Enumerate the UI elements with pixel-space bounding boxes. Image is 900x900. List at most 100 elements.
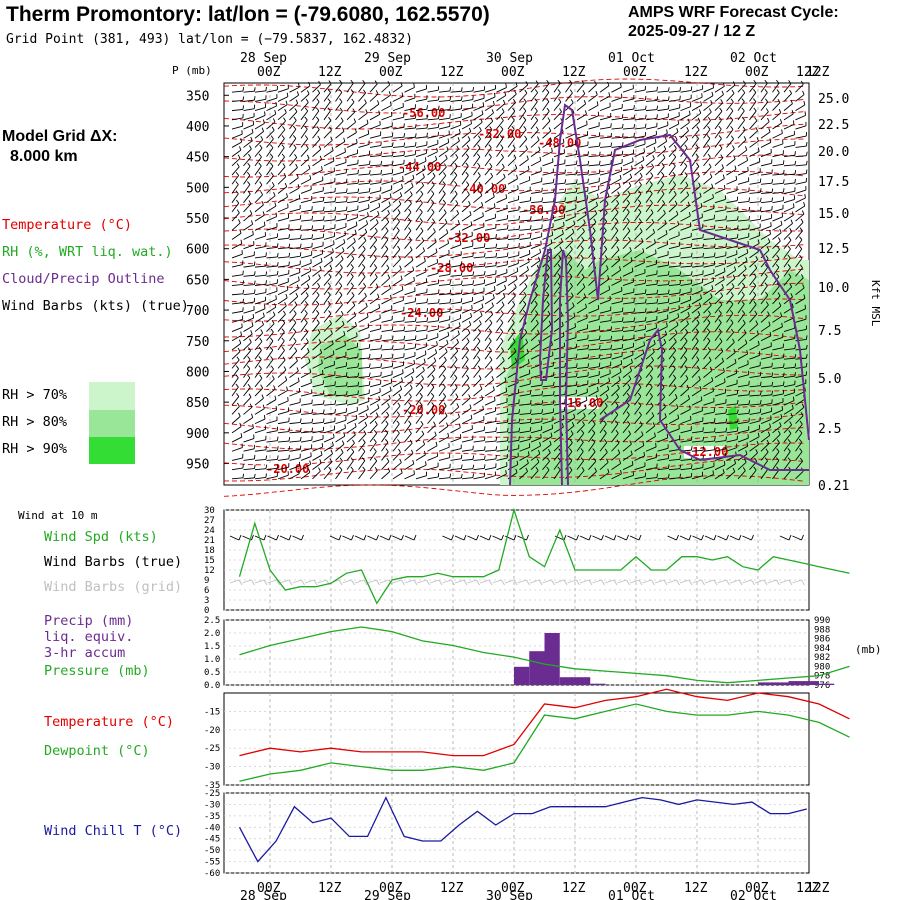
barb-flag-885-28 (562, 415, 565, 420)
barb-510-24 (507, 188, 519, 194)
barb-flag-405-16 (426, 123, 429, 129)
barb-flag-390-49 (804, 111, 807, 116)
barb-510-36 (645, 184, 653, 194)
barb-765-12 (369, 348, 381, 351)
barb-795-10 (346, 366, 358, 369)
barb-555-41 (703, 218, 715, 222)
barb-flag-960-28 (557, 457, 561, 462)
barb-flag-960-15 (412, 459, 415, 464)
barb-795-36 (645, 360, 654, 369)
barb-360-3 (266, 97, 278, 102)
barb-465-6 (300, 158, 310, 167)
barb-750-2 (254, 332, 264, 342)
wb-true-31 (617, 535, 627, 541)
wb-grid-37 (692, 579, 702, 584)
barb-840-30 (576, 391, 588, 397)
barb-600-24 (507, 246, 519, 250)
barb-900-30 (576, 424, 585, 434)
barb-flag-765-9 (344, 341, 346, 346)
barb-540-10 (346, 209, 358, 213)
barb-585-24 (507, 237, 519, 240)
barb-flag-345-45 (753, 80, 757, 84)
barb-705-6 (300, 304, 309, 314)
barb-345-13 (381, 84, 390, 93)
barb-flag-525-16 (420, 190, 424, 195)
barb-375-35 (634, 109, 646, 112)
barb-flag-360-10 (350, 89, 354, 93)
barb-840-20 (461, 387, 470, 397)
barb-flag-765-20 (466, 338, 470, 342)
barb-345-36 (645, 90, 657, 93)
barb-flag-690-5 (295, 292, 299, 297)
barb-630-23 (496, 264, 508, 268)
forecast-cycle-date: 2025-09-27 / 12 Z (628, 23, 756, 40)
barb-825-13 (381, 382, 392, 388)
barb-flag-720-5 (293, 310, 297, 314)
barb-780-4 (277, 350, 285, 360)
barb-375-17 (427, 109, 439, 112)
barb-420-43 (726, 129, 734, 139)
barb-630-18 (438, 263, 450, 268)
barb-flag-705-4 (284, 302, 287, 307)
barb-flag-615-16 (422, 247, 426, 252)
barb-flag-705-2 (264, 304, 266, 309)
barb-720-9 (335, 314, 344, 323)
isotherm-label-6: -32.00 (447, 231, 490, 245)
barb-flag-465-35 (642, 156, 645, 161)
barb-flag-765-37 (663, 338, 667, 343)
barb-flag-705-3 (274, 303, 277, 308)
barb-930-24 (507, 448, 519, 452)
barb-900-25 (519, 430, 531, 434)
barb-660-22 (484, 281, 496, 286)
barb-flag-345-20 (472, 86, 475, 92)
barb-705-5 (289, 304, 298, 314)
barb-375-47 (772, 102, 781, 111)
barb-510-22 (484, 186, 494, 194)
barb-345-34 (622, 88, 634, 93)
barb-flag-690-23 (502, 293, 506, 298)
barb-870-2 (254, 408, 265, 415)
barb-flag-390-28 (559, 108, 562, 113)
barb-570-22 (484, 227, 496, 231)
barb-795-14 (392, 364, 404, 369)
barb-flag-585-17 (433, 228, 436, 233)
barb-915-20 (461, 439, 473, 443)
barb-flag-405-9 (340, 117, 344, 122)
barb-735-8 (323, 323, 332, 332)
barb-flag-840-41 (712, 387, 714, 392)
barb-555-49 (795, 213, 805, 222)
barb-855-22 (484, 400, 496, 406)
barb-480-49 (795, 173, 807, 176)
barb-555-29 (565, 216, 576, 222)
barb-795-23 (496, 360, 505, 369)
barb-810-9 (335, 375, 347, 379)
barb-480-15 (404, 170, 415, 176)
barb-flag-465-42 (720, 154, 724, 159)
barb-645-37 (657, 274, 669, 277)
barb-510-7 (312, 190, 324, 194)
barb-960-38 (668, 468, 680, 471)
barb-585-26 (530, 236, 542, 240)
barb-flag-630-34 (630, 257, 633, 262)
barb-660-0 (231, 283, 243, 286)
barb-flag-360-18 (449, 96, 452, 101)
barb-flag-360-22 (494, 92, 496, 97)
barb-345-12 (369, 83, 378, 93)
barb-810-36 (645, 368, 654, 378)
barb-345-15 (404, 87, 415, 93)
barb-flag-585-23 (507, 234, 509, 239)
barb-420-20 (461, 131, 472, 139)
barb-795-22 (484, 359, 493, 369)
barb-585-0 (231, 232, 242, 240)
barb-360-19 (450, 99, 462, 102)
barb-615-28 (553, 249, 563, 259)
barb-435-3 (266, 138, 274, 148)
barb-630-25 (519, 261, 530, 268)
barb-675-15 (404, 290, 416, 296)
barb-810-3 (266, 368, 274, 378)
barb-900-5 (289, 431, 301, 434)
barb-flag-795-17 (433, 357, 437, 362)
barb-450-23 (496, 147, 504, 157)
barb-840-26 (530, 394, 542, 397)
barb-825-48 (783, 384, 795, 388)
